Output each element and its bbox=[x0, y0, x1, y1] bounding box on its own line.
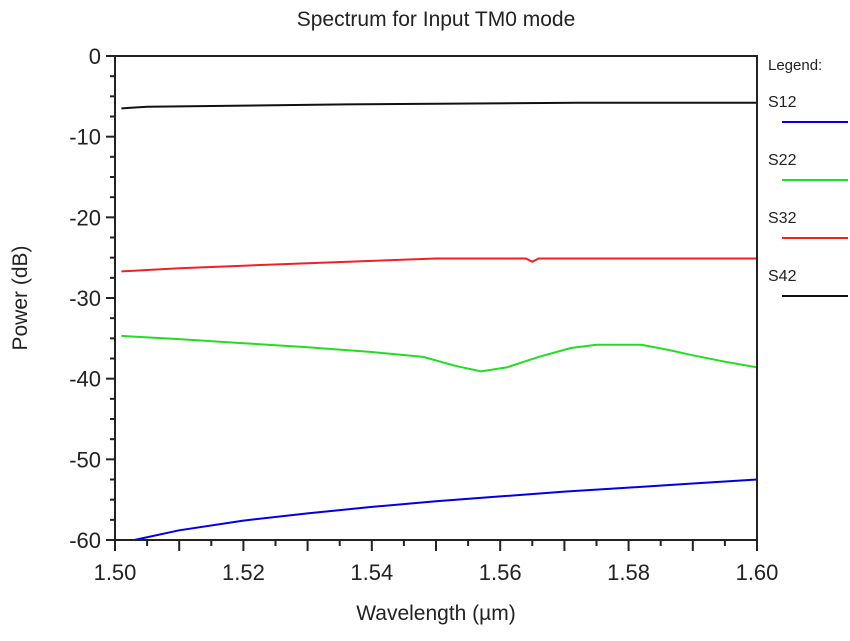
x-tick-label: 1.50 bbox=[94, 560, 137, 585]
y-tick-label: -60 bbox=[69, 528, 101, 553]
legend-label-s42: S42 bbox=[768, 268, 797, 285]
legend-label-s12: S12 bbox=[768, 94, 797, 111]
y-tick-label: -20 bbox=[69, 205, 101, 230]
y-tick-label: -10 bbox=[69, 125, 101, 150]
legend-label-s22: S22 bbox=[768, 152, 797, 169]
y-tick-label: 0 bbox=[89, 44, 101, 69]
series-line-s42 bbox=[121, 101, 757, 110]
legend-label-s32: S32 bbox=[768, 210, 797, 227]
chart-title: Spectrum for Input TM0 mode bbox=[297, 8, 576, 31]
x-axis-label: Wavelength (µm) bbox=[356, 602, 516, 625]
x-tick-label: 1.52 bbox=[222, 560, 265, 585]
y-tick-label: -30 bbox=[69, 286, 101, 311]
series-line-s12 bbox=[134, 478, 758, 541]
y-tick-label: -40 bbox=[69, 367, 101, 392]
x-tick-label: 1.54 bbox=[350, 560, 393, 585]
plot-frame bbox=[114, 55, 758, 541]
legend-title: Legend: bbox=[768, 57, 822, 74]
y-axis-label: Power (dB) bbox=[9, 245, 32, 350]
series-line-s32 bbox=[121, 257, 757, 273]
x-tick-label: 1.56 bbox=[479, 560, 522, 585]
y-tick-label: -50 bbox=[69, 447, 101, 472]
x-tick-label: 1.60 bbox=[736, 560, 779, 585]
x-tick-label: 1.58 bbox=[607, 560, 650, 585]
series-line-s22 bbox=[121, 334, 758, 373]
